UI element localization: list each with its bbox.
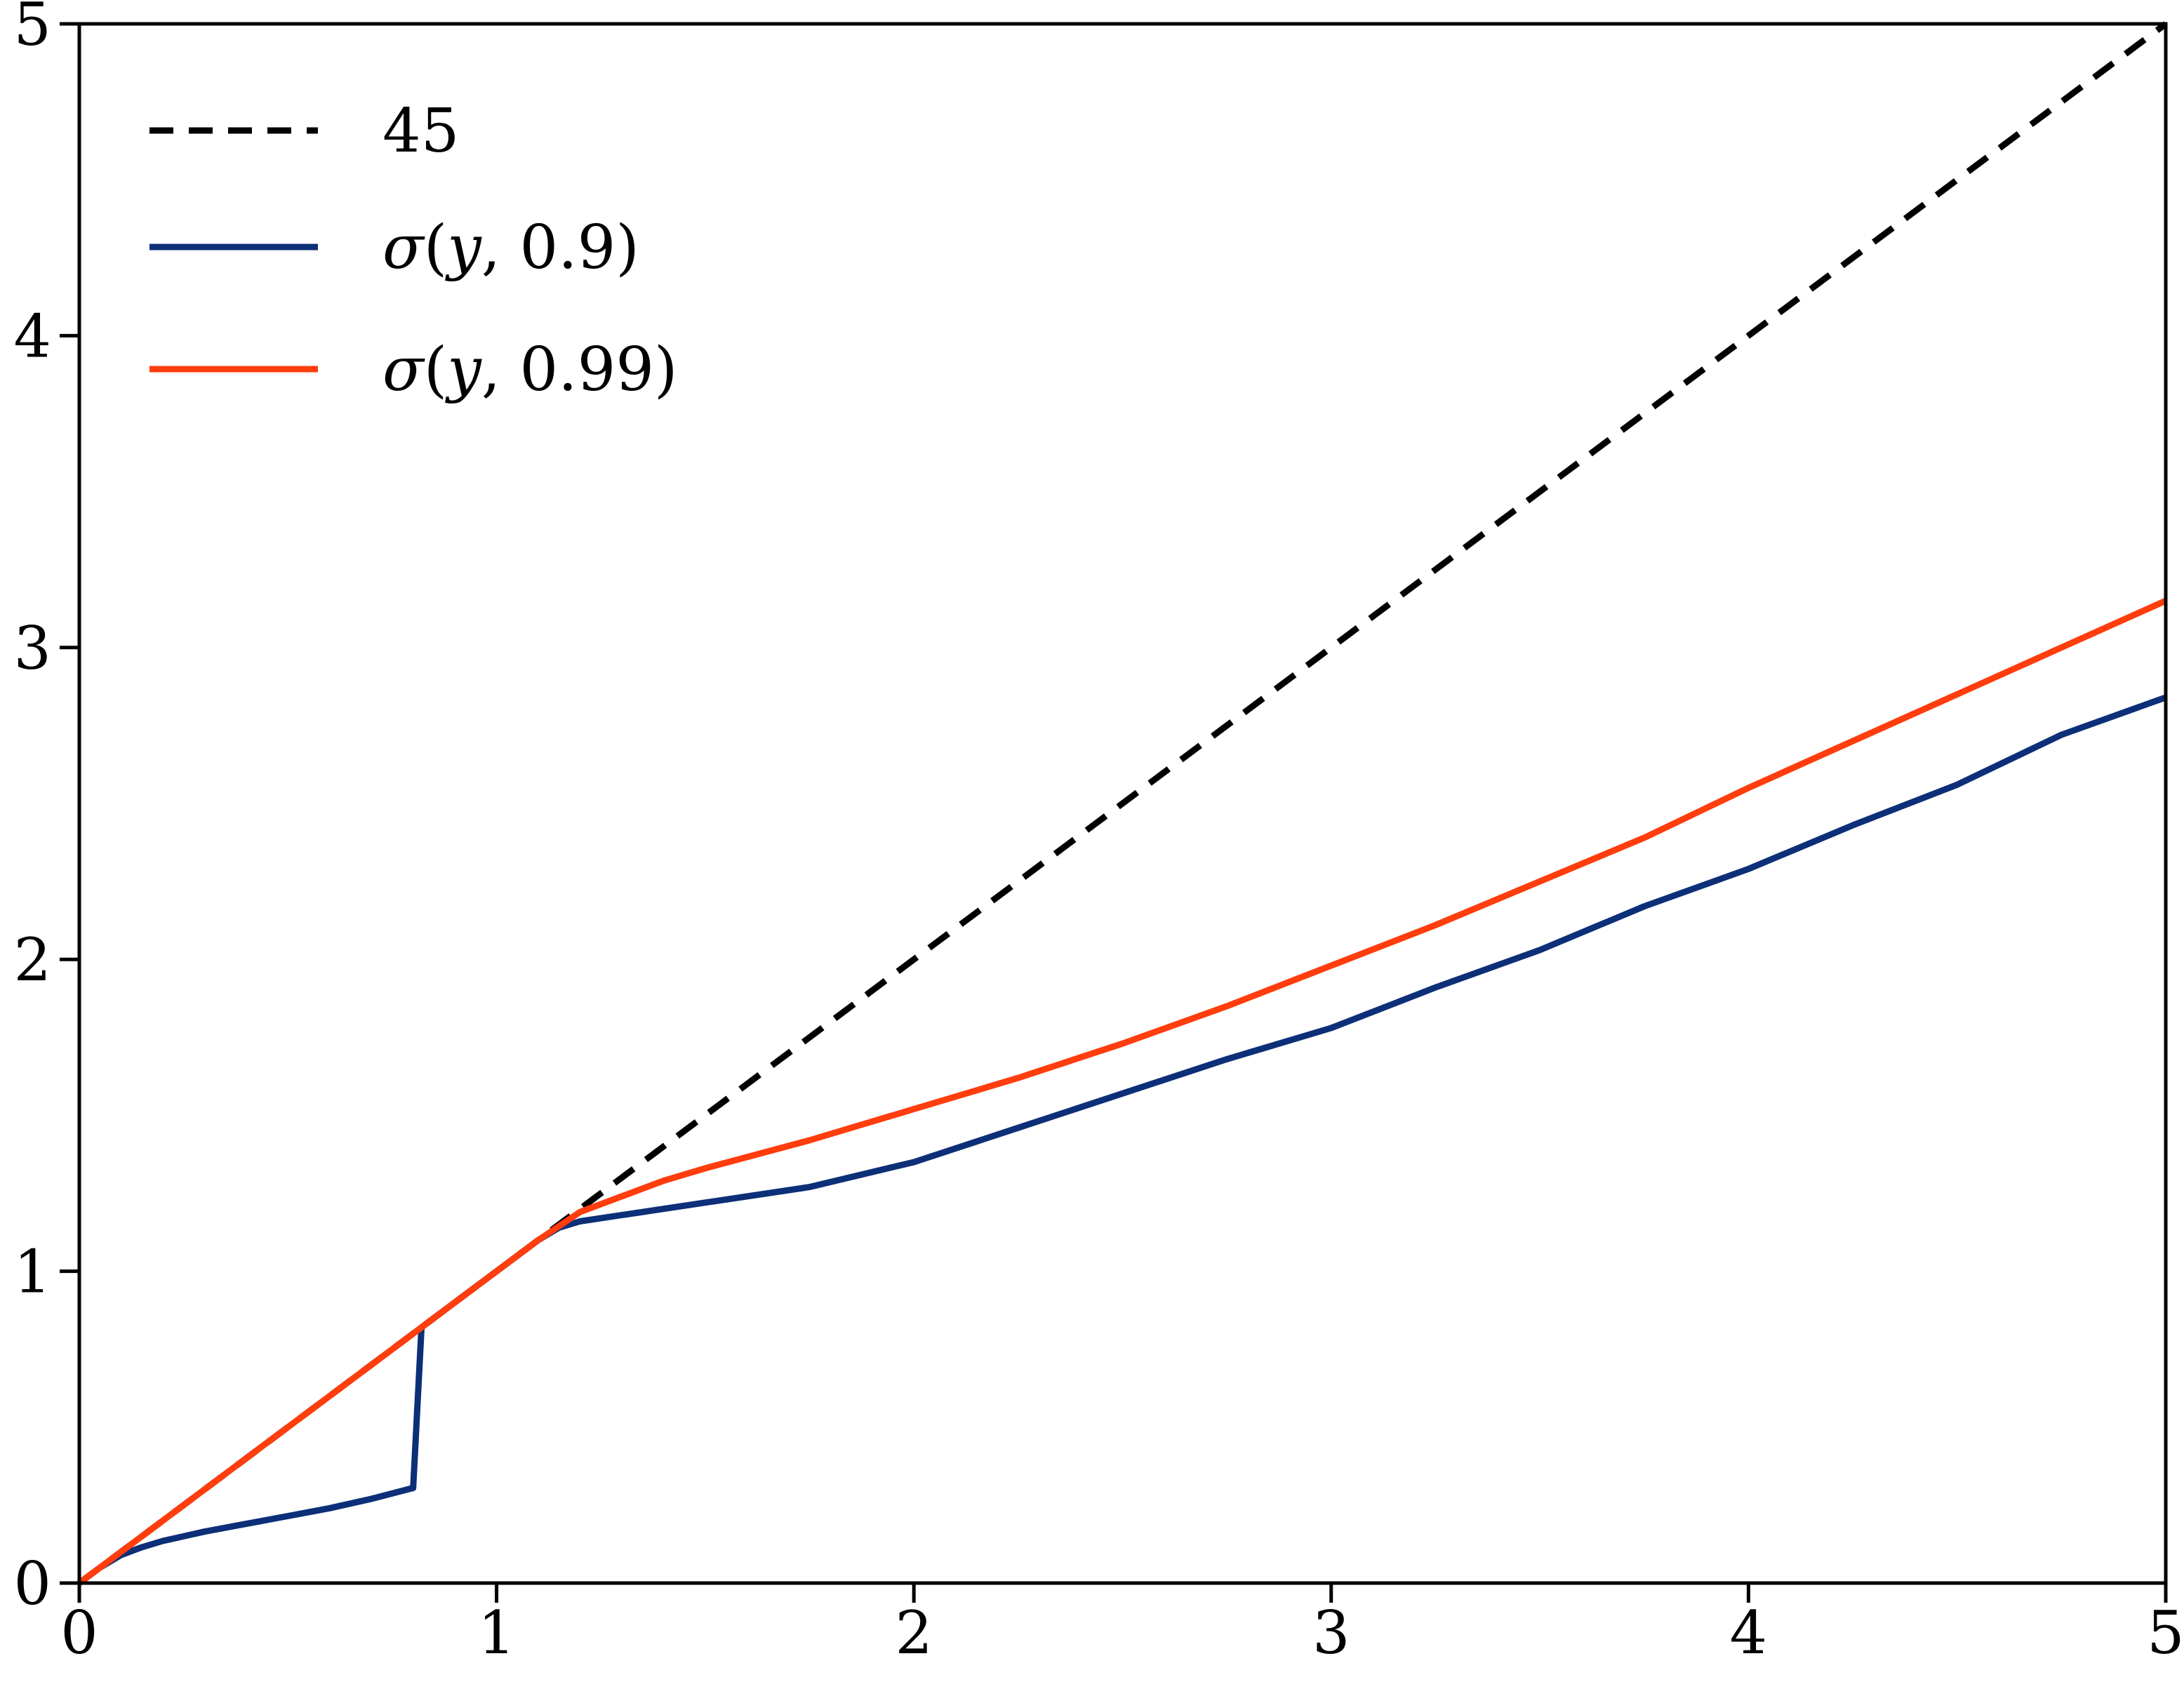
legend-label-sym: σ [382, 213, 425, 283]
legend-label-open: ( [424, 335, 448, 405]
x-tick-label: 1 [478, 1598, 515, 1667]
series-layer [77, 21, 2168, 1586]
x-tick-label: 5 [2147, 1598, 2184, 1667]
y-tick-label: 4 [14, 302, 51, 371]
legend-label-3: σ(y, 0.99) [382, 335, 678, 405]
legend-label-rest: , 0.9) [481, 213, 639, 283]
legend-label-1: 45 [382, 96, 459, 166]
y-tick-label: 2 [14, 926, 51, 994]
y-tick-label: 5 [14, 0, 51, 59]
series-line-2 [77, 694, 2167, 1586]
series-line-3 [77, 597, 2167, 1586]
legend-label-var: y [444, 335, 482, 405]
x-tick-label: 2 [895, 1598, 932, 1667]
legend-label-text: 45 [382, 96, 459, 166]
legend-label-var: y [444, 213, 482, 283]
legend-label-sym: σ [382, 335, 425, 405]
legend-label-rest: , 0.99) [481, 335, 678, 405]
x-tick-label: 3 [1312, 1598, 1350, 1667]
legend-label-open: ( [424, 213, 448, 283]
y-tick-label: 3 [14, 614, 51, 683]
x-tick-label: 4 [1730, 1598, 1767, 1667]
legend: 45σ(y, 0.9)σ(y, 0.99) [149, 96, 678, 405]
y-tick-label: 0 [14, 1549, 51, 1618]
y-tick-label: 1 [14, 1238, 51, 1307]
plot-area-frame [77, 22, 2168, 1585]
x-tick-label: 0 [60, 1598, 98, 1667]
legend-label-2: σ(y, 0.9) [382, 213, 639, 283]
